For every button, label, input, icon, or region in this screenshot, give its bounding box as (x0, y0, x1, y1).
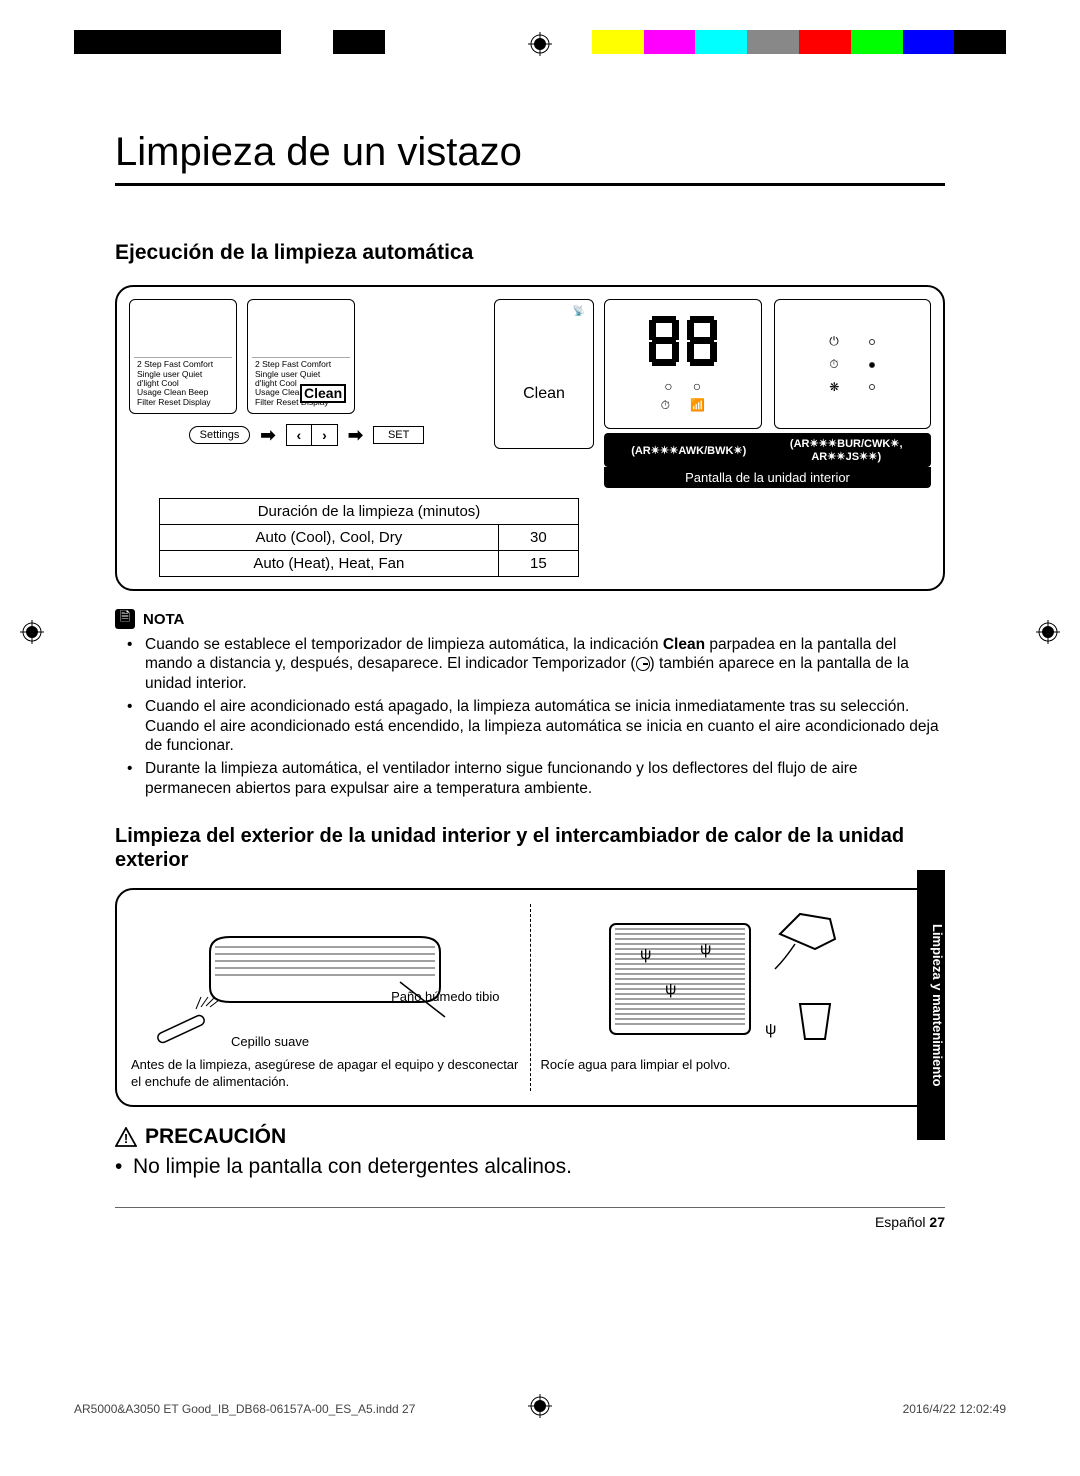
nota-section: 🗎 NOTA Cuando se establece el temporizad… (115, 609, 945, 798)
indicator-dot (869, 384, 875, 390)
display-caption: Pantalla de la unidad interior (604, 467, 931, 488)
svg-text:ψ: ψ (640, 946, 651, 963)
duration-table: Duración de la limpieza (minutos) Auto (… (159, 498, 579, 577)
wifi-icon: 📶 (690, 398, 705, 413)
set-button: SET (373, 426, 424, 444)
cloth-label: Paño húmedo tibio (391, 989, 499, 1004)
signal-icon: 📡 (573, 306, 585, 317)
arrow-icon: ➡ (348, 425, 363, 446)
outdoor-unit-illustration: ψ ψ ψ ψ (541, 904, 930, 1049)
note-icon: 🗎 (115, 609, 135, 629)
table-row: Auto (Cool), Cool, Dry 30 (160, 525, 579, 551)
indicator-dot (869, 362, 875, 368)
remote-screen-2: 2 Step Fast Comfort Single user Quiet d'… (247, 299, 355, 414)
registration-mark-icon (528, 32, 552, 56)
indicator-dot (869, 339, 875, 345)
auto-clean-diagram: 2 Step Fast Comfort Single user Quiet d'… (115, 285, 945, 591)
table-row: Auto (Heat), Heat, Fan 15 (160, 551, 579, 577)
page-content: Limpieza de un vistazo Ejecución de la l… (115, 130, 945, 1326)
clean-panel: 📡 Clean (494, 299, 594, 449)
page-footer: Español 27 (115, 1207, 945, 1230)
clean-highlight: Clean (300, 384, 346, 403)
registration-mark-icon (1036, 620, 1060, 644)
nota-label: NOTA (143, 611, 184, 628)
power-icon: ⏻ (829, 334, 839, 349)
precaucion-section: ! PRECAUCIÓN No limpie la pantalla con d… (115, 1125, 945, 1179)
registration-mark-icon (20, 620, 44, 644)
section2-title: Limpieza del exterior de la unidad inter… (115, 824, 945, 872)
arrow-icon: ➡ (260, 425, 275, 446)
nota-item: Cuando el aire acondicionado está apagad… (127, 697, 945, 755)
precaucion-text: No limpie la pantalla con detergentes al… (115, 1155, 945, 1179)
precaucion-label: PRECAUCIÓN (145, 1125, 286, 1149)
clean-panel-label: Clean (523, 385, 565, 403)
side-tab: Limpieza y mantenimiento (917, 870, 945, 1140)
timer-small-icon: ⏱ (661, 398, 670, 413)
nota-item: Cuando se establece el temporizador de l… (127, 635, 945, 693)
model-left-label: (AR✴✴✴AWK/BWK✴) (610, 444, 768, 457)
imprint-info: AR5000&A3050 ET Good_IB_DB68-06157A-00_E… (74, 1402, 1006, 1416)
left-caption: Antes de la limpieza, asegúrese de apaga… (131, 1057, 520, 1091)
screen-line: Filter Reset Display (137, 398, 229, 407)
svg-text:!: ! (124, 1131, 128, 1146)
indoor-unit-illustration: Paño húmedo tibio Cepillo suave (131, 904, 520, 1049)
cleaning-diagram: Paño húmedo tibio Cepillo suave Antes de… (115, 888, 945, 1107)
nav-buttons: ‹› (286, 424, 338, 446)
indoor-display-2: ⏻ ⏱ ❋ (774, 299, 932, 429)
fan-icon: ❋ (829, 380, 839, 394)
svg-text:ψ: ψ (765, 1021, 776, 1038)
imprint-date: 2016/4/22 12:02:49 (903, 1402, 1006, 1416)
right-caption: Rocíe agua para limpiar el polvo. (541, 1057, 930, 1074)
brush-label: Cepillo suave (231, 1034, 309, 1049)
page-title: Limpieza de un vistazo (115, 130, 945, 186)
nota-item: Durante la limpieza automática, el venti… (127, 759, 945, 798)
remote-screen-1: 2 Step Fast Comfort Single user Quiet d'… (129, 299, 237, 414)
model-right-label: (AR✴✴✴BUR/CWK✴, AR✴✴JS✴✴) (768, 437, 926, 463)
svg-text:ψ: ψ (665, 981, 676, 998)
warning-icon: ! (115, 1127, 137, 1147)
indicator-dot: ○ (664, 378, 672, 394)
footer-lang: Español (875, 1214, 926, 1230)
footer-pagenum: 27 (929, 1214, 945, 1230)
imprint-file: AR5000&A3050 ET Good_IB_DB68-06157A-00_E… (74, 1402, 415, 1416)
table-header: Duración de la limpieza (minutos) (160, 499, 579, 525)
section1-title: Ejecución de la limpieza automática (115, 241, 945, 265)
settings-button: Settings (189, 426, 251, 444)
timer-icon (636, 657, 650, 671)
timer-small-icon: ⏱ (829, 357, 838, 372)
indicator-dot: ○ (693, 378, 701, 394)
indoor-display-1: ○ ○ ⏱ 📶 (604, 299, 762, 429)
svg-text:ψ: ψ (700, 941, 711, 958)
model-bar: (AR✴✴✴AWK/BWK✴) (AR✴✴✴BUR/CWK✴, AR✴✴JS✴✴… (604, 433, 931, 467)
